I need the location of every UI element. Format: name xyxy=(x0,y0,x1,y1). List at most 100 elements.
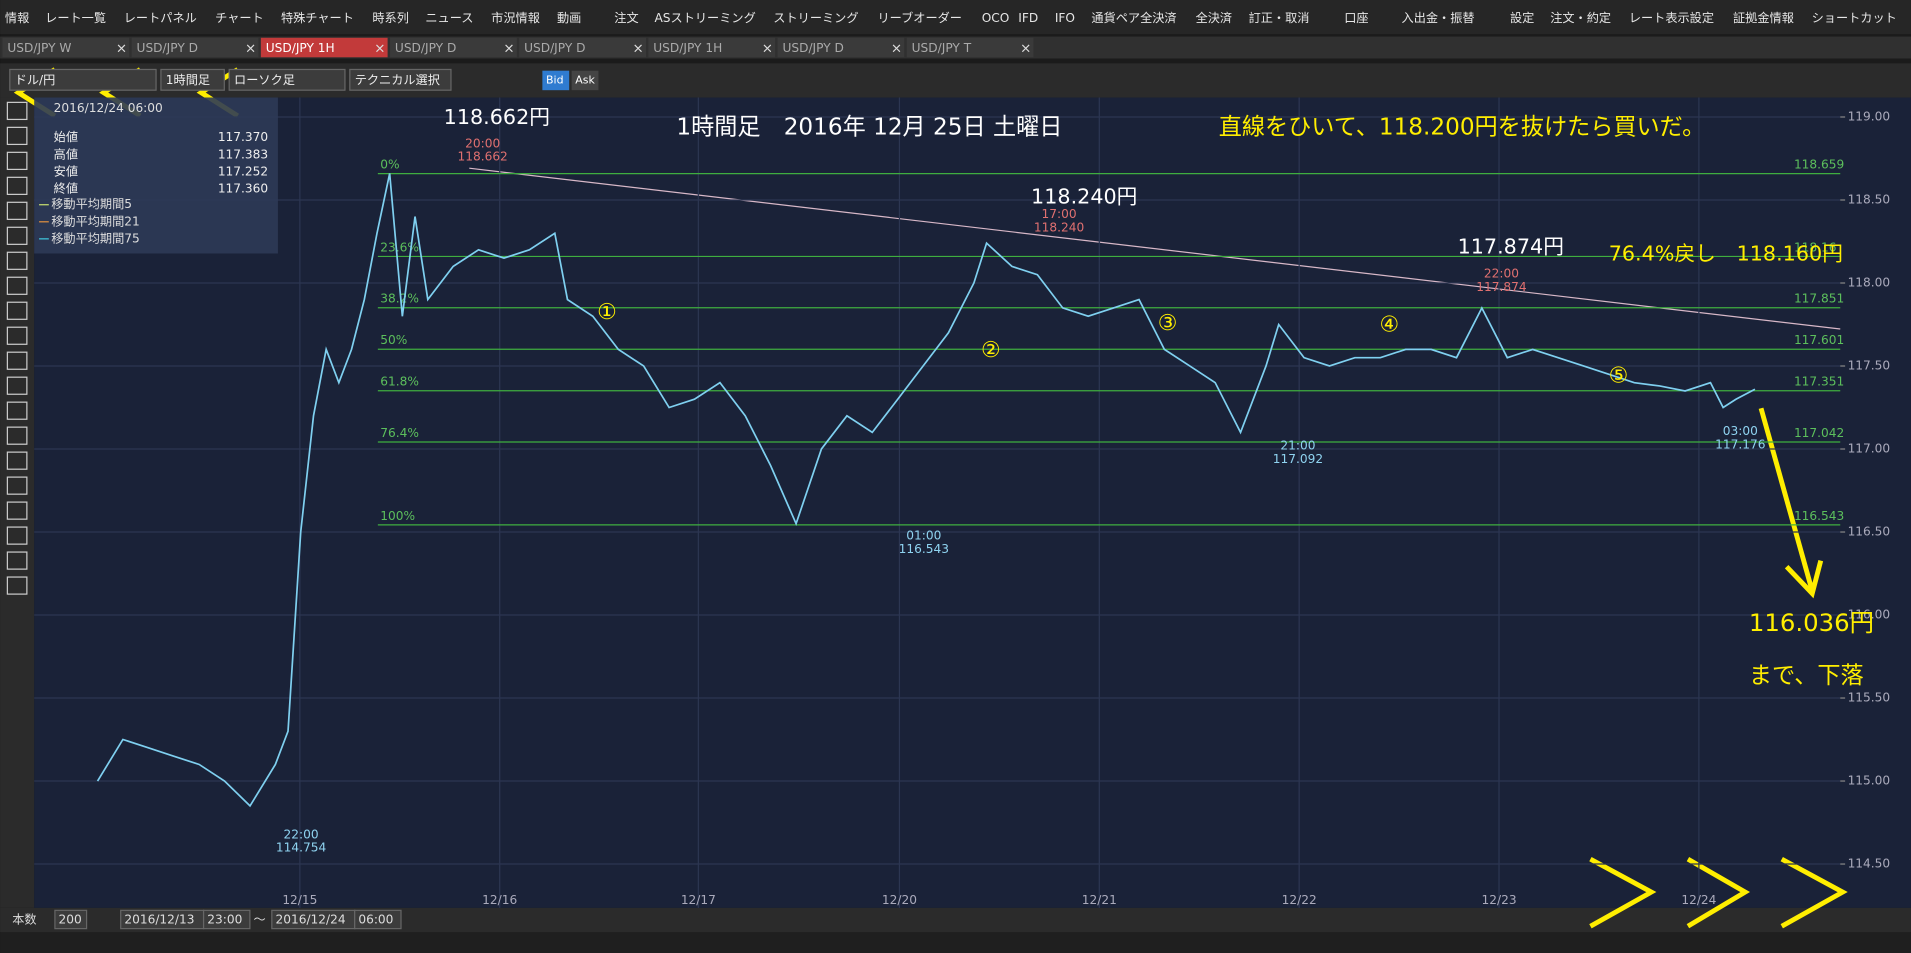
menu-item[interactable]: 通貨ペア全決済 xyxy=(1091,10,1176,25)
menu-bar xyxy=(0,0,1911,35)
tool-icon[interactable] xyxy=(6,276,28,295)
tool-icon[interactable] xyxy=(6,251,28,270)
menu-item[interactable]: リーブオーダー xyxy=(878,10,962,25)
info-datetime: 2016/12/24 06:00 xyxy=(54,101,163,115)
menu-item[interactable]: 入出金・振替 xyxy=(1402,10,1475,25)
menu-item[interactable]: レートパネル xyxy=(124,11,197,25)
tool-icon[interactable] xyxy=(6,351,28,370)
fib-level: 76.4% xyxy=(380,426,419,440)
menu-item[interactable]: ニュース xyxy=(425,11,473,25)
tab[interactable] xyxy=(131,37,259,58)
tab[interactable] xyxy=(260,37,388,58)
menu-item[interactable]: OCO xyxy=(982,11,1010,25)
ask-button[interactable] xyxy=(571,70,599,91)
menu-item[interactable]: IFO xyxy=(1055,11,1075,25)
fib-price: 117.851 xyxy=(1794,292,1844,306)
bottom-field: 200 xyxy=(59,913,82,927)
bottom-field: 2016/12/13 xyxy=(124,913,194,927)
input-box[interactable] xyxy=(54,909,88,930)
tab[interactable] xyxy=(777,37,905,58)
status-bar xyxy=(0,932,1911,953)
tab[interactable] xyxy=(648,37,776,58)
tool-icon[interactable] xyxy=(6,501,28,520)
tab[interactable] xyxy=(2,37,130,58)
menu-item[interactable]: 時系列 xyxy=(372,11,409,25)
extreme-price: 117.874 xyxy=(1476,280,1527,294)
tool-icon[interactable] xyxy=(6,451,28,470)
dropdown[interactable] xyxy=(228,68,346,91)
dropdown-label: ドル/円 xyxy=(15,73,56,87)
menu-item[interactable]: 訂正・取消 xyxy=(1249,10,1310,25)
menu-item[interactable]: ショートカット xyxy=(1812,11,1897,25)
tool-icon[interactable] xyxy=(6,526,28,545)
menu-item[interactable]: 情報 xyxy=(5,11,29,25)
bottom-field: ～ xyxy=(254,913,266,927)
tab[interactable] xyxy=(519,37,646,58)
tab-close[interactable]: × xyxy=(503,42,514,57)
dropdown[interactable] xyxy=(9,68,157,91)
tool-icon[interactable] xyxy=(6,326,28,345)
menu-item[interactable]: 設定 xyxy=(1510,10,1534,25)
menu-item[interactable]: ASストリーミング xyxy=(654,11,755,25)
info-label: 高値 xyxy=(54,146,78,161)
extreme-price: 118.662 xyxy=(457,150,507,164)
info-value: 117.370 xyxy=(218,130,268,144)
tab-close[interactable]: × xyxy=(374,42,385,57)
annotation: ④ xyxy=(1380,312,1400,337)
info-panel xyxy=(34,97,278,254)
tool-icon[interactable] xyxy=(6,201,28,220)
tab-close[interactable]: × xyxy=(116,42,127,57)
bid-button[interactable] xyxy=(542,70,570,91)
arrow-head xyxy=(1784,559,1824,599)
dropdown[interactable] xyxy=(160,68,225,91)
legend-label: 移動平均期間5 xyxy=(51,197,132,211)
tool-icon[interactable] xyxy=(6,576,28,595)
tool-icon[interactable] xyxy=(6,126,28,146)
menu-item[interactable]: レート一覧 xyxy=(45,10,106,25)
tab-close[interactable]: × xyxy=(891,42,902,57)
tool-icon[interactable] xyxy=(6,476,28,495)
tab-close[interactable]: × xyxy=(245,42,256,57)
tool-icon[interactable] xyxy=(6,101,28,121)
dropdown-label: テクニカル選択 xyxy=(355,73,440,87)
tool-icon[interactable] xyxy=(6,401,28,420)
tool-icon[interactable] xyxy=(6,301,28,320)
tab-label: USD/JPY W xyxy=(7,41,71,55)
menu-item[interactable]: 証拠金情報 xyxy=(1733,10,1794,25)
input-box[interactable] xyxy=(354,909,402,930)
y-tick-label: 117.00 xyxy=(1848,442,1891,456)
tool-icon[interactable] xyxy=(6,426,28,445)
tool-icon[interactable] xyxy=(6,551,28,570)
y-tick-label: 117.50 xyxy=(1848,359,1891,373)
menu-item[interactable]: 全決済 xyxy=(1196,10,1233,25)
tool-icon[interactable] xyxy=(6,226,28,245)
menu-item[interactable]: 注文 xyxy=(614,10,638,25)
input-box[interactable] xyxy=(202,909,251,930)
menu-item[interactable]: チャート xyxy=(215,11,264,25)
legend-label: 移動平均期間21 xyxy=(51,214,140,228)
menu-item[interactable]: 特殊チャート xyxy=(281,10,354,25)
tool-icon[interactable] xyxy=(6,176,28,195)
extreme-price: 116.543 xyxy=(899,542,949,556)
tab[interactable] xyxy=(390,37,517,58)
menu-item[interactable]: ストリーミング xyxy=(773,11,858,25)
menu-item[interactable]: 口座 xyxy=(1344,10,1368,25)
tab-close[interactable]: × xyxy=(633,42,644,57)
menu-item[interactable]: レート表示設定 xyxy=(1629,10,1714,25)
x-tick-label: 12/24 xyxy=(1681,893,1716,907)
tab-close[interactable]: × xyxy=(762,42,773,57)
extreme-price: 117.176 xyxy=(1715,437,1765,451)
dropdown[interactable] xyxy=(349,68,452,91)
extreme-time: 03:00 xyxy=(1723,424,1758,438)
menu-item[interactable]: 注文・約定 xyxy=(1550,10,1611,25)
annotation: 76.4%戻し 118.160円 xyxy=(1609,242,1843,266)
tab-label: USD/JPY D xyxy=(395,41,456,55)
tab-close[interactable]: × xyxy=(1020,42,1031,57)
menu-item[interactable]: 市況情報 xyxy=(491,10,540,25)
tool-icon[interactable] xyxy=(6,151,28,171)
menu-item[interactable]: 動画 xyxy=(557,11,581,25)
tab[interactable] xyxy=(906,37,1034,58)
annotation: 直線をひいて、118.200円を抜けたら買いだ。 xyxy=(1219,114,1706,140)
tool-icon[interactable] xyxy=(6,376,28,395)
menu-item[interactable]: IFD xyxy=(1018,11,1038,25)
